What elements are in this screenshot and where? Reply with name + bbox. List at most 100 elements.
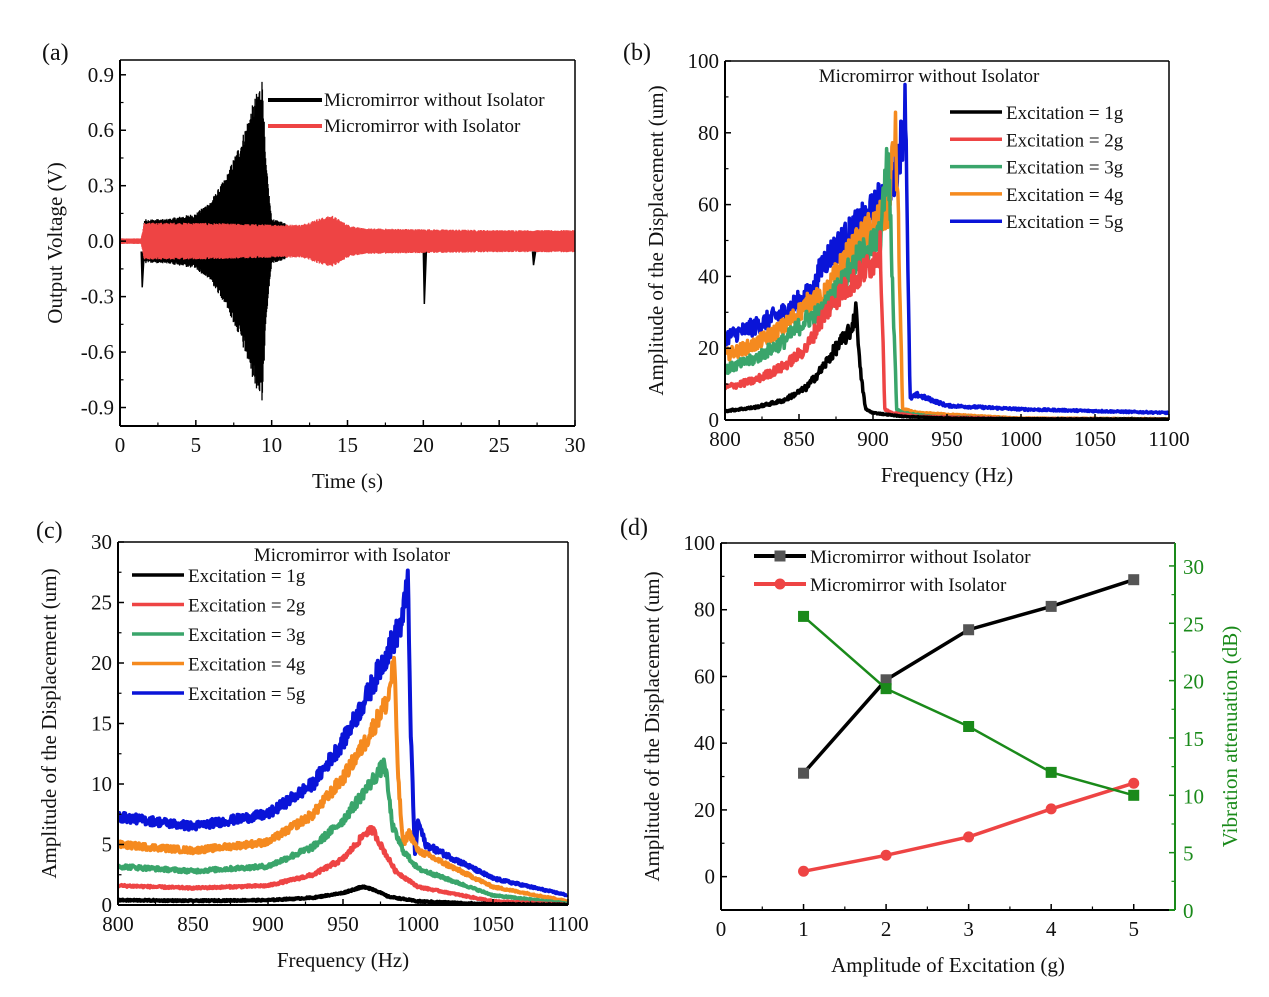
y-tick-label: 60 bbox=[698, 193, 719, 217]
x-tick-label: 900 bbox=[857, 427, 889, 451]
y-tick-label: 20 bbox=[91, 651, 112, 675]
y-tick-label: -0.3 bbox=[81, 285, 114, 309]
y2-tick-label: 30 bbox=[1183, 555, 1204, 579]
x-tick-label: 30 bbox=[565, 433, 586, 457]
x-tick-label: 850 bbox=[783, 427, 815, 451]
y-tick-label: 20 bbox=[694, 798, 715, 822]
legend-marker bbox=[774, 550, 786, 562]
data-point bbox=[1128, 777, 1140, 789]
x-tick-label: 5 bbox=[191, 433, 202, 457]
legend-label: Excitation = 2g bbox=[1006, 130, 1124, 151]
y-tick-label: 0 bbox=[705, 865, 716, 889]
data-point bbox=[963, 831, 975, 843]
data-point bbox=[963, 721, 975, 732]
x-tick-label: 1100 bbox=[1148, 427, 1189, 451]
legend: Micromirror without Isolator Micromirror … bbox=[268, 90, 545, 137]
x-axis-title: Amplitude of Excitation (g) bbox=[831, 953, 1065, 977]
panel-label: (a) bbox=[42, 40, 69, 66]
legend-label: Excitation = 5g bbox=[188, 684, 306, 705]
panel-b: (b) 800 850 900 950 1000 1050 1100 0 20 40 60 80 100 F… bbox=[623, 40, 1190, 487]
data-point bbox=[1128, 574, 1140, 586]
panel-a: (a) 0 5 10 15 20 25 30 0.9 0.6 0.3 0.0 -0.3 -0.6 -0.9 T… bbox=[42, 40, 586, 493]
y-tick-label: 0.3 bbox=[88, 174, 114, 198]
y-tick-label: 10 bbox=[91, 772, 112, 796]
legend-label: Excitation = 2g bbox=[188, 596, 306, 617]
y-tick-label: -0.6 bbox=[81, 340, 114, 364]
x-tick-label: 10 bbox=[261, 433, 282, 457]
legend-label: Micromirror without Isolator bbox=[810, 547, 1031, 568]
data-point bbox=[798, 610, 810, 622]
y-tick-label: 80 bbox=[694, 598, 715, 622]
y-tick-label: 0.0 bbox=[88, 229, 114, 253]
x-tick-label: 950 bbox=[327, 912, 359, 936]
x-tick-label: 0 bbox=[115, 433, 126, 457]
legend-label: Excitation = 1g bbox=[1006, 103, 1124, 124]
y-tick-label: 30 bbox=[91, 530, 112, 554]
series-line bbox=[118, 757, 568, 905]
y-tick-label: 0 bbox=[102, 893, 113, 917]
x-tick-label: 1100 bbox=[547, 912, 588, 936]
data-point bbox=[798, 865, 810, 877]
legend-label: Micromirror with Isolator bbox=[810, 575, 1007, 596]
data-point bbox=[798, 767, 810, 779]
legend-marker bbox=[774, 578, 786, 590]
y-tick-label: -0.9 bbox=[81, 396, 114, 420]
x-axis-title: Frequency (Hz) bbox=[277, 948, 409, 972]
legend: Micromirror without Isolator Micromirror … bbox=[754, 547, 1031, 596]
y-tick-label: 0.9 bbox=[88, 63, 114, 87]
x-tick-label: 950 bbox=[931, 427, 963, 451]
data-point bbox=[1045, 803, 1057, 815]
x-tick-label: 0 bbox=[716, 917, 727, 941]
legend-label: Excitation = 1g bbox=[188, 566, 306, 587]
y-tick-label: 5 bbox=[102, 833, 113, 857]
y2-tick-label: 25 bbox=[1183, 612, 1204, 636]
series-line bbox=[803, 781, 1135, 874]
y-tick-label: 0.6 bbox=[88, 118, 114, 142]
plot-area bbox=[118, 568, 568, 905]
panel-c: (c) 800 850 900 950 1000 1050 1100 0 5 10 15 20 25 30 F… bbox=[36, 518, 589, 972]
x-tick-label: 3 bbox=[963, 917, 974, 941]
legend-label: Micromirror without Isolator bbox=[324, 90, 545, 111]
data-point bbox=[880, 674, 892, 686]
panel-label: (c) bbox=[36, 518, 63, 544]
legend-label: Excitation = 3g bbox=[188, 625, 306, 646]
x-tick-label: 800 bbox=[102, 912, 134, 936]
panel-label: (d) bbox=[620, 515, 648, 541]
y2-axis-title: Vibration attenuation (dB) bbox=[1218, 626, 1242, 848]
series-spike bbox=[422, 251, 428, 305]
x-axis-title: Time (s) bbox=[312, 469, 383, 493]
series-line bbox=[802, 615, 1135, 797]
chart-title: Micromirror without Isolator bbox=[819, 66, 1040, 87]
y2-tick-label: 15 bbox=[1183, 727, 1204, 751]
x-tick-label: 25 bbox=[489, 433, 510, 457]
x-tick-label: 1 bbox=[798, 917, 809, 941]
x-tick-label: 5 bbox=[1128, 917, 1139, 941]
y-tick-label: 25 bbox=[91, 591, 112, 615]
x-tick-label: 4 bbox=[1046, 917, 1057, 941]
x-tick-label: 900 bbox=[252, 912, 284, 936]
series-line bbox=[725, 82, 1169, 416]
x-tick-label: 2 bbox=[881, 917, 892, 941]
data-point bbox=[880, 849, 892, 861]
y2-tick-label: 20 bbox=[1183, 670, 1204, 694]
y-tick-label: 40 bbox=[698, 264, 719, 288]
y2-tick-label: 5 bbox=[1183, 842, 1194, 866]
x-tick-label: 1050 bbox=[472, 912, 514, 936]
data-point bbox=[963, 624, 975, 636]
panel-label: (b) bbox=[623, 40, 651, 66]
legend-label: Excitation = 3g bbox=[1006, 158, 1124, 179]
x-tick-label: 1000 bbox=[397, 912, 439, 936]
y-axis-title: Output Voltage (V) bbox=[43, 162, 67, 323]
series-line bbox=[118, 568, 568, 898]
y-tick-label: 0 bbox=[709, 408, 720, 432]
legend-label: Micromirror with Isolator bbox=[324, 116, 521, 137]
series-line bbox=[118, 655, 568, 904]
x-tick-label: 20 bbox=[413, 433, 434, 457]
y-tick-label: 15 bbox=[91, 712, 112, 736]
y-tick-label: 40 bbox=[694, 731, 715, 755]
legend-label: Excitation = 5g bbox=[1006, 212, 1124, 233]
y-tick-label: 100 bbox=[684, 531, 716, 555]
x-tick-label: 850 bbox=[177, 912, 209, 936]
